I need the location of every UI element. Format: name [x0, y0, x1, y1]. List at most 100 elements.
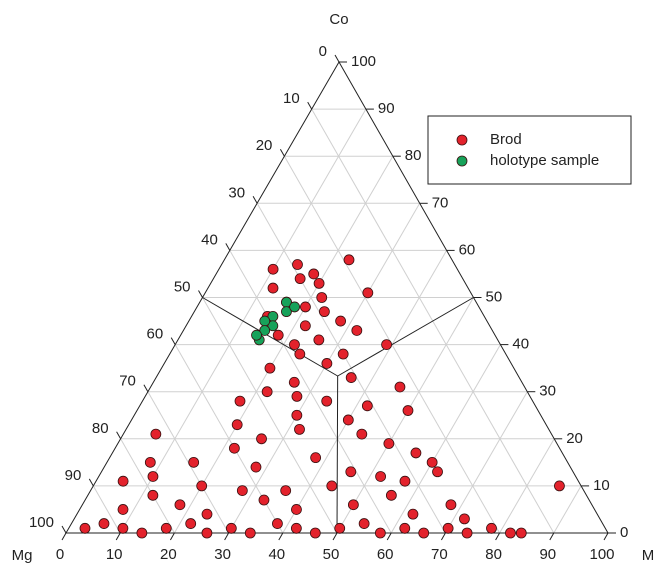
- data-point: [196, 480, 208, 492]
- data-point: [250, 461, 262, 473]
- tick-mark: [307, 101, 313, 110]
- right-tick-label: 50: [486, 288, 503, 305]
- data-point: [313, 334, 325, 346]
- data-point: [554, 480, 565, 492]
- data-point: [385, 489, 397, 501]
- tick-mark: [88, 478, 94, 487]
- data-point: [290, 522, 302, 534]
- tick-mark: [61, 525, 67, 534]
- data-point: [486, 522, 497, 534]
- tick-mark: [198, 290, 203, 298]
- right-tick-label: 20: [566, 430, 583, 447]
- tick-mark: [224, 532, 230, 541]
- data-point: [228, 442, 240, 454]
- points: [79, 254, 565, 539]
- legend-label: Brod: [490, 131, 522, 148]
- tick-mark: [115, 532, 121, 541]
- bottom-tick-label: 10: [106, 546, 123, 563]
- left-tick-label: 70: [119, 373, 136, 390]
- data-point: [299, 320, 311, 332]
- frame: 0 10 20 30 40 50 60 70 80 90 100010203040506070809…: [29, 43, 628, 563]
- data-point: [321, 358, 333, 369]
- bottom-tick-label: 70: [431, 546, 448, 563]
- data-point: [383, 438, 395, 449]
- legend-label: holotype sample: [490, 152, 599, 169]
- legend-box: [427, 115, 632, 185]
- right-tick-label: 90: [378, 100, 395, 117]
- bottom-tick-label: 90: [539, 546, 556, 563]
- data-point: [79, 522, 91, 534]
- tick-mark: [61, 532, 67, 541]
- data-point: [251, 329, 262, 341]
- legend-marker: [456, 155, 468, 167]
- right-tick-label: 10: [593, 477, 610, 494]
- left-tick-label: 80: [92, 420, 109, 437]
- data-point: [442, 522, 454, 534]
- left-tick-label: 100: [29, 514, 54, 531]
- data-point: [256, 433, 267, 445]
- right-tick-label: 30: [539, 383, 556, 400]
- grid-line: [553, 485, 582, 534]
- tick-mark: [440, 532, 446, 541]
- tick-mark: [334, 54, 340, 63]
- bottom-tick-label: 40: [268, 546, 285, 563]
- bottom-tick-label: 30: [214, 546, 231, 563]
- data-point: [399, 522, 411, 534]
- data-point: [418, 527, 430, 539]
- grid-line: [92, 485, 121, 534]
- axis-title-top: Co: [329, 11, 348, 28]
- data-point: [294, 348, 306, 360]
- bottom-tick-label: 0: [56, 546, 64, 563]
- data-point: [231, 419, 243, 431]
- data-point: [308, 268, 320, 280]
- data-point: [402, 405, 414, 416]
- data-point: [291, 391, 303, 402]
- data-point: [225, 522, 237, 534]
- data-point: [310, 452, 322, 464]
- tick-mark: [603, 532, 609, 541]
- data-point: [261, 386, 273, 398]
- data-point: [459, 513, 470, 525]
- legend: Brod holotype sample: [456, 131, 599, 169]
- tick-mark: [252, 196, 258, 204]
- data-point: [280, 485, 292, 497]
- data-point: [300, 301, 311, 313]
- left-tick-label: 20: [256, 137, 273, 154]
- data-point: [374, 527, 386, 539]
- data-point: [267, 263, 279, 275]
- data-point: [351, 325, 363, 336]
- data-point: [399, 475, 411, 487]
- data-point: [358, 518, 370, 529]
- grid: [92, 108, 582, 534]
- data-point: [259, 315, 271, 327]
- data-point: [337, 348, 349, 360]
- bottom-tick-label: 50: [323, 546, 340, 563]
- data-point: [289, 301, 301, 313]
- right-tick-label: 100: [351, 53, 376, 70]
- tick-mark: [332, 532, 338, 541]
- data-point: [316, 292, 328, 303]
- right-tick-label: 0: [620, 524, 628, 541]
- data-point: [289, 339, 300, 351]
- data-point: [362, 287, 374, 299]
- data-point: [394, 381, 406, 393]
- data-point: [334, 522, 346, 534]
- data-point: [281, 306, 292, 318]
- grid-line: [202, 297, 338, 534]
- grid-line: [147, 391, 230, 534]
- tick-mark: [549, 532, 555, 541]
- median-line: [337, 297, 474, 377]
- bottom-tick-label: 60: [377, 546, 394, 563]
- data-point: [291, 504, 302, 515]
- data-point: [117, 475, 129, 487]
- tick-mark: [279, 148, 285, 157]
- data-point: [267, 320, 279, 332]
- data-point: [258, 494, 270, 506]
- data-point: [244, 527, 256, 539]
- left-tick-label: 40: [201, 231, 218, 248]
- data-point: [318, 306, 330, 318]
- data-point: [294, 273, 306, 285]
- data-point: [347, 499, 359, 511]
- bottom-tick-label: 20: [160, 546, 177, 563]
- tick-mark: [170, 337, 176, 345]
